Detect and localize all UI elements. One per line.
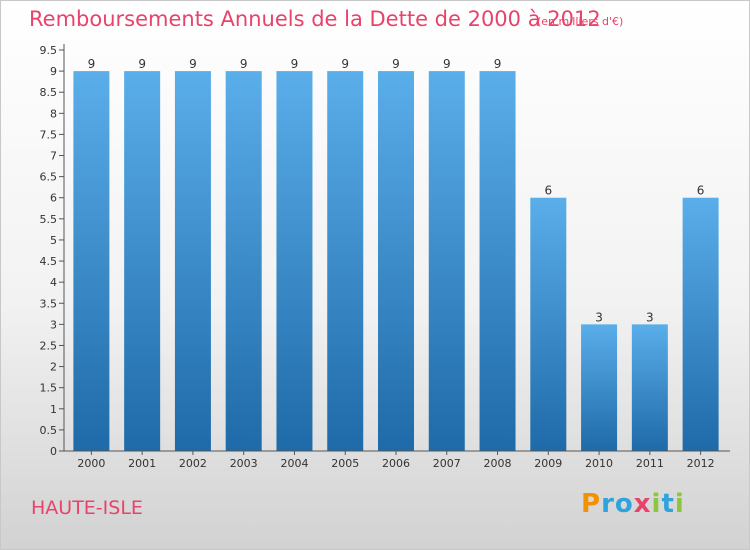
x-tick-label: 2003 <box>230 457 258 470</box>
y-tick-label: 7.5 <box>40 128 58 141</box>
x-tick-label: 2011 <box>636 457 664 470</box>
bar-2008 <box>479 71 516 452</box>
y-tick-label: 2 <box>50 361 57 374</box>
data-labels: 9 9 9 9 9 9 9 9 9 6 3 3 6 <box>88 57 705 324</box>
bar-2010 <box>581 324 618 451</box>
y-tick-label: 0.5 <box>40 424 58 437</box>
y-tick-label: 4.5 <box>40 255 58 268</box>
data-label-2006: 9 <box>392 57 400 71</box>
logo-letter: x <box>633 489 652 519</box>
y-tick-label: 1.5 <box>40 382 58 395</box>
x-tick-label: 2002 <box>179 457 207 470</box>
data-label-2002: 9 <box>189 57 197 71</box>
x-tick-label: 2008 <box>484 457 512 470</box>
x-tick-label: 2010 <box>585 457 613 470</box>
x-tick-label: 2004 <box>280 457 308 470</box>
data-label-2012: 6 <box>697 184 705 198</box>
x-tick-label: 2009 <box>534 457 562 470</box>
y-tick-label: 7 <box>50 150 57 163</box>
logo-letter: P <box>581 489 602 519</box>
x-tick-label: 2005 <box>331 457 359 470</box>
y-axis: 0 0.5 1 1.5 2 2.5 3 3.5 4 4.5 5 5.5 6 6.5 7 7.5 8 8.5 9 9.5 <box>40 44 65 458</box>
y-tick-label: 8.5 <box>40 86 58 99</box>
logo-letter: t <box>661 489 675 519</box>
y-tick-label: 9.5 <box>40 44 58 57</box>
data-label-2000: 9 <box>88 57 96 71</box>
chart-subtitle: (en milliers d'€) <box>537 15 624 28</box>
x-tick-label: 2001 <box>128 457 156 470</box>
y-tick-label: 1 <box>50 403 57 416</box>
data-label-2008: 9 <box>494 57 502 71</box>
bar-2012 <box>682 197 719 451</box>
data-label-2011: 3 <box>646 310 654 324</box>
data-label-2003: 9 <box>240 57 248 71</box>
data-label-2001: 9 <box>138 57 146 71</box>
y-tick-label: 6.5 <box>40 171 58 184</box>
bars <box>73 71 719 452</box>
bar-2005 <box>327 71 364 452</box>
data-label-2010: 3 <box>595 310 603 324</box>
logo-letter: i <box>651 489 662 519</box>
x-tick-label: 2006 <box>382 457 410 470</box>
bar-2000 <box>73 71 110 452</box>
y-tick-label: 4 <box>50 276 57 289</box>
bar-2004 <box>276 71 313 452</box>
x-axis: 2000 2001 2002 2003 2004 2005 2006 2007 2008 2009… <box>64 450 730 470</box>
commune-name: HAUTE-ISLE <box>31 497 143 519</box>
y-tick-label: 3 <box>50 318 57 331</box>
bar-2003 <box>225 71 262 452</box>
bar-2006 <box>378 71 414 452</box>
proxiti-logo[interactable]: Proxiti <box>581 489 685 519</box>
bar-2011 <box>631 324 668 451</box>
y-tick-label: 5.5 <box>40 213 58 226</box>
y-tick-label: 5 <box>50 234 57 247</box>
bar-2002 <box>174 71 211 452</box>
x-tick-label: 2000 <box>77 457 105 470</box>
logo-letter: o <box>614 489 634 519</box>
data-label-2005: 9 <box>341 57 349 71</box>
x-tick-label: 2007 <box>433 457 461 470</box>
y-tick-label: 8 <box>50 107 57 120</box>
data-label-2004: 9 <box>291 57 299 71</box>
y-tick-label: 2.5 <box>40 339 58 352</box>
bar-2009 <box>530 197 567 451</box>
y-tick-label: 0 <box>50 445 57 458</box>
y-tick-label: 3.5 <box>40 297 58 310</box>
data-label-2009: 6 <box>544 184 552 198</box>
logo-letter: r <box>601 489 615 519</box>
y-tick-label: 9 <box>50 65 57 78</box>
chart-title: Remboursements Annuels de la Dette de 20… <box>29 7 601 31</box>
y-tick-label: 6 <box>50 192 57 205</box>
bar-chart: 0 0.5 1 1.5 2 2.5 3 3.5 4 4.5 5 5.5 6 6.5 7 7.5 8 8.5 9 9.5… <box>40 44 730 470</box>
bar-2001 <box>124 71 161 452</box>
data-label-2007: 9 <box>443 57 451 71</box>
logo-letter: i <box>674 489 685 519</box>
x-tick-label: 2012 <box>687 457 715 470</box>
bar-2007 <box>428 71 465 452</box>
